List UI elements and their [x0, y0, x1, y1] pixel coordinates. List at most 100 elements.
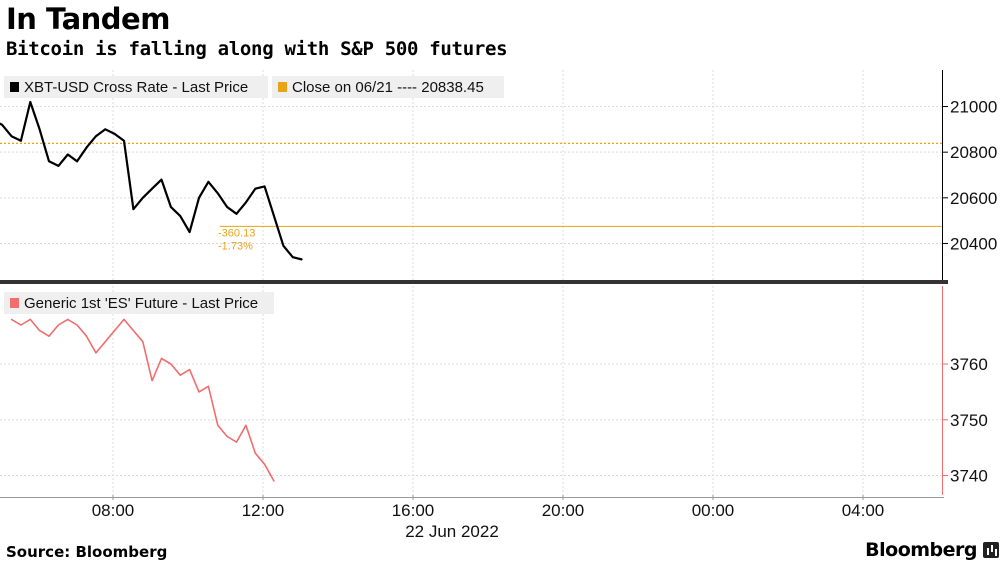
legend-box: [4, 292, 274, 314]
data-point: [160, 357, 163, 360]
data-point: [67, 153, 69, 156]
data-point: [29, 101, 31, 103]
series-line-es-future: [11, 318, 275, 482]
data-point: [132, 208, 134, 210]
data-point: [95, 352, 97, 354]
series-line-xbt-usd: [0, 100, 303, 261]
change-annotation: -1.73%: [218, 240, 253, 252]
data-point: [20, 140, 22, 142]
data-point: [104, 341, 106, 343]
data-point: [217, 424, 219, 426]
data-point: [76, 324, 78, 326]
x-tick-label: 08:00: [92, 501, 135, 520]
data-point: [48, 335, 50, 337]
data-point: [85, 335, 88, 337]
data-point: [235, 213, 238, 215]
data-point: [114, 330, 116, 332]
axes: [0, 70, 948, 500]
y-tick-label: 20400: [950, 234, 997, 253]
data-point: [273, 480, 275, 482]
x-axis-baseline: [0, 497, 944, 498]
data-point: [39, 128, 41, 130]
data-point: [48, 160, 50, 162]
x-tick-label: 16:00: [392, 501, 435, 520]
legend-label: XBT-USD Cross Rate - Last Price: [24, 79, 248, 96]
data-point: [29, 318, 31, 320]
x-date-label: 22 Jun 2022: [405, 522, 499, 541]
data-point: [226, 206, 228, 208]
data-point: [151, 188, 153, 190]
x-tick-label: 12:00: [242, 501, 285, 520]
chart-subtitle: Bitcoin is falling along with S&P 500 fu…: [6, 38, 508, 60]
change-annotation: -360.13: [218, 227, 255, 239]
data-point: [10, 135, 13, 137]
y-tick-label: 3740: [950, 466, 988, 485]
data-point: [20, 324, 22, 326]
legends: XBT-USD Cross Rate - Last Price Close on …: [4, 76, 504, 314]
bloomberg-terminal-icon: [983, 542, 999, 558]
x-tick-label: 04:00: [842, 501, 885, 520]
legend-label: Close on 06/21 ---- 20838.45: [292, 79, 484, 96]
data-point: [142, 341, 144, 343]
legend-swatch: [10, 298, 19, 308]
data-point: [198, 197, 200, 199]
data-point: [254, 188, 256, 190]
data-point: [264, 185, 266, 187]
source-note: Source: Bloomberg: [6, 543, 168, 561]
y-tick-label: 20600: [950, 189, 997, 208]
panel-divider: [0, 280, 948, 284]
x-tick-label: 20:00: [542, 501, 585, 520]
data-point: [123, 140, 125, 142]
data-point: [67, 318, 69, 320]
data-point: [160, 179, 163, 181]
data-point: [114, 133, 116, 135]
data-point: [292, 256, 294, 258]
data-point: [95, 135, 97, 137]
data-point: [57, 165, 60, 167]
y-tick-label: 3760: [950, 355, 988, 374]
data-point: [226, 435, 228, 438]
y-tick-label: 21000: [950, 98, 997, 117]
data-point: [273, 215, 275, 217]
data-point: [1, 124, 3, 126]
data-point: [142, 197, 144, 199]
legend-box: [4, 76, 268, 98]
brand-logo: Bloomberg: [865, 539, 977, 561]
legend-label: Generic 1st 'ES' Future - Last Price: [24, 295, 258, 312]
tick-labels: 20400 20600 20800 21000 -360.13-1.73% 08:00 12…: [92, 98, 998, 541]
data-point: [198, 391, 200, 393]
chart-title: In Tandem: [6, 2, 170, 36]
data-point: [76, 160, 78, 162]
data-point: [264, 463, 266, 465]
data-point: [207, 385, 209, 387]
data-point: [104, 128, 106, 130]
data-point: [123, 318, 125, 320]
data-point: [39, 330, 41, 332]
data-point: [85, 147, 88, 149]
data-point: [170, 363, 172, 365]
series-layer: [0, 100, 942, 482]
data-point: [207, 181, 209, 183]
data-point: [151, 380, 153, 382]
legend-swatch: [278, 82, 287, 92]
data-point: [132, 330, 134, 332]
legend-box: [272, 76, 504, 98]
data-point: [301, 258, 303, 261]
data-point: [282, 245, 284, 247]
legend-swatch: [10, 82, 19, 92]
y-tick-label: 3750: [950, 411, 988, 430]
data-point: [245, 424, 247, 426]
data-point: [170, 206, 172, 208]
data-point: [10, 318, 13, 320]
data-point: [179, 215, 181, 217]
data-point: [189, 231, 191, 233]
data-point: [189, 369, 191, 371]
data-point: [254, 452, 256, 454]
data-point: [57, 324, 60, 326]
x-tick-label: 00:00: [692, 501, 735, 520]
data-point: [217, 192, 219, 194]
data-point: [245, 201, 247, 203]
y-tick-label: 20800: [950, 143, 997, 162]
data-point: [179, 374, 181, 376]
